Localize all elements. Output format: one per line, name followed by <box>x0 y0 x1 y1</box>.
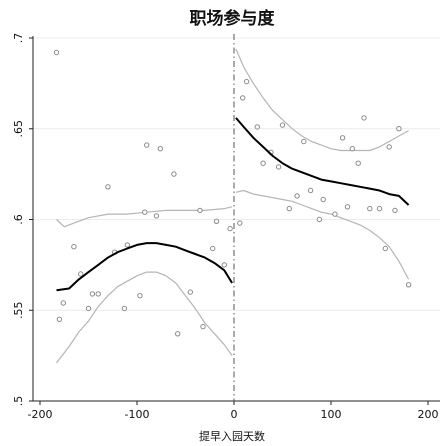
scatter-point <box>175 331 181 337</box>
scatter-point <box>275 164 282 170</box>
scatter-point <box>137 293 143 299</box>
scatter-point <box>243 78 250 85</box>
scatter-point <box>78 271 84 277</box>
ci-lower-left-line <box>56 271 233 364</box>
scatter-point <box>213 218 220 225</box>
fit-right-line <box>235 117 410 206</box>
scatter-point <box>157 146 164 152</box>
scatter-point <box>200 323 206 330</box>
y-tick-label: .5 <box>12 396 25 407</box>
scatter-point <box>344 204 351 210</box>
scatter-point <box>197 207 203 214</box>
y-tick-label: .6 <box>12 214 25 225</box>
scatter-point <box>53 49 60 56</box>
scatter-point <box>320 196 326 203</box>
scatter-point <box>332 211 338 217</box>
scatter-point <box>260 160 266 166</box>
scatter-point <box>286 205 292 212</box>
chart-title: 职场参与度 <box>190 8 276 29</box>
scatter-point <box>95 291 101 297</box>
ci-lower-right-line <box>235 189 410 280</box>
scatter-point <box>405 282 412 288</box>
axes: .5 .55 .6 .65 .7 -200 -100 0 100 200 <box>12 33 440 421</box>
scatter-points <box>53 49 412 337</box>
scatter-point <box>153 213 160 219</box>
scatter-point <box>279 122 286 128</box>
scatter-point <box>142 209 148 215</box>
scatter-point <box>294 193 300 199</box>
scatter-point <box>386 144 392 150</box>
scatter-point <box>361 115 367 121</box>
x-tick-label: -200 <box>28 408 53 421</box>
ci-upper-left-line <box>56 206 233 228</box>
scatter-point <box>392 207 398 214</box>
fit-lines <box>56 117 410 292</box>
scatter-point <box>307 187 314 194</box>
scatter-point <box>316 216 323 223</box>
scatter-point <box>240 95 246 101</box>
scatter-point <box>121 305 128 312</box>
x-axis-label: 提早入园天数 <box>199 430 265 443</box>
x-tick-label: 200 <box>418 408 439 421</box>
x-tick-label: -100 <box>125 408 150 421</box>
scatter-point <box>376 205 383 212</box>
scatter-point <box>382 245 388 252</box>
scatter-point <box>187 289 194 295</box>
x-tick-label: 0 <box>231 408 238 421</box>
y-tick-label: .55 <box>12 302 25 320</box>
scatter-point <box>171 171 177 177</box>
scatter-point <box>105 184 111 190</box>
y-tick-label: .65 <box>12 120 25 138</box>
scatter-point <box>254 124 260 130</box>
scatter-point <box>71 244 77 250</box>
scatter-point <box>301 138 307 145</box>
x-tick-label: 100 <box>321 408 342 421</box>
scatter-point <box>355 160 361 166</box>
scatter-point <box>144 142 150 148</box>
scatter-point <box>56 316 63 322</box>
scatter-point <box>60 300 66 306</box>
scatter-point <box>89 291 96 297</box>
ci-upper-right-line <box>235 48 409 152</box>
scatter-point <box>349 146 355 152</box>
scatter-point <box>367 205 373 212</box>
fit-left-line <box>56 242 233 292</box>
scatter-point <box>227 225 233 232</box>
scatter-point <box>339 135 346 141</box>
y-tick-label: .7 <box>12 33 25 44</box>
scatter-point <box>85 305 92 312</box>
scatter-point <box>124 242 131 248</box>
scatter-point <box>237 220 243 226</box>
scatter-point <box>221 262 228 268</box>
scatter-point <box>396 126 402 132</box>
confidence-bands <box>56 48 410 364</box>
scatter-point <box>210 245 216 252</box>
